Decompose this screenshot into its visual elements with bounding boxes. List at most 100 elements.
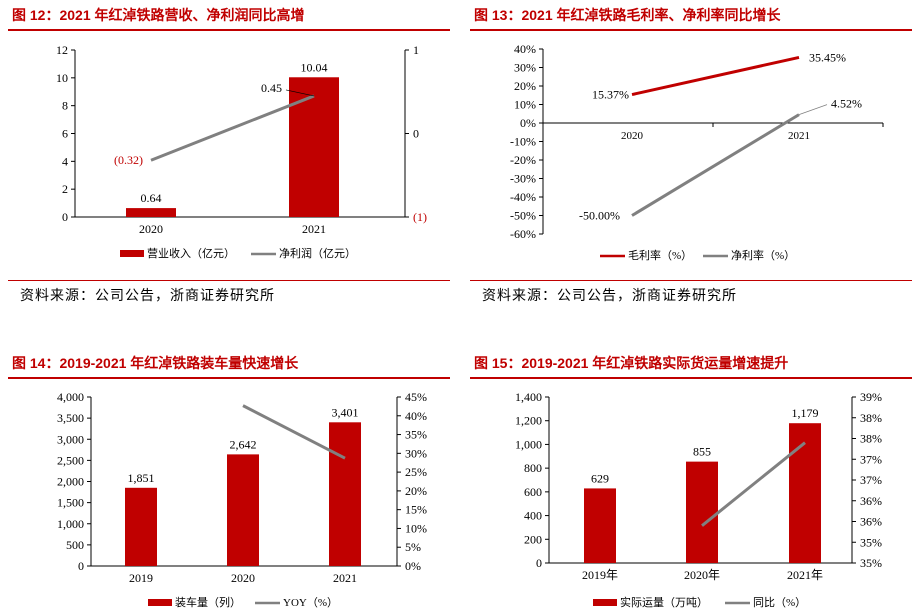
x-tick-label: 2020年 — [684, 568, 720, 582]
yoy-line — [701, 441, 806, 527]
x-tick-label: 2019年 — [582, 568, 618, 582]
bar — [789, 423, 821, 563]
left-axis-tick-label: 2,500 — [57, 453, 84, 467]
right-axis-tick-label: 35% — [860, 535, 882, 549]
right-axis-tick-label: 30% — [405, 446, 427, 460]
right-axis-tick-label: 10% — [405, 521, 427, 535]
x-tick-label: 2021年 — [787, 568, 823, 582]
figure-12-title-rule — [8, 29, 450, 31]
gross-margin-line — [631, 55, 800, 97]
bar-data-label: 1,179 — [792, 406, 819, 420]
right-axis-tick-label: 37% — [860, 452, 882, 466]
figure-14-chart: 0 500 1,000 1,500 2,000 2,500 3,000 3,500 4,000 0… — [57, 390, 427, 609]
bar — [289, 77, 339, 217]
figure-12-source-rule — [8, 280, 450, 281]
figure-15-chart: 0 200 400 600 800 1,000 1,200 1,400 35% 35% 36% 36%… — [515, 390, 882, 609]
right-axis-tick-label: 35% — [860, 556, 882, 570]
figure-13-source: 资料来源：公司公告，浙商证券研究所 — [482, 288, 737, 304]
figure-14-title-rule — [8, 377, 450, 379]
yoy-line — [242, 404, 346, 460]
label-leader-line — [285, 89, 315, 97]
left-axis-tick-label: 1,500 — [57, 496, 84, 510]
figure-12-chart: 0 2 4 6 8 10 12 (1) 0 1 0.64 2020 10.04 2021 (0.32) 0.4… — [56, 43, 427, 260]
x-tick-label: 2021 — [333, 571, 357, 585]
left-axis-tick-label: 1,000 — [515, 437, 542, 451]
figure-15-title-rule — [470, 377, 912, 379]
left-axis-tick-label: -10% — [510, 135, 536, 149]
legend-bar-swatch — [593, 599, 617, 606]
x-tick-label: 2019 — [129, 571, 153, 585]
left-axis-tick-label: 1,000 — [57, 517, 84, 531]
right-axis-tick-label: 0% — [405, 559, 421, 573]
right-axis-tick-label: 37% — [860, 473, 882, 487]
figure-13-title: 图 13：2021 年红淖铁路毛利率、净利率同比增长 — [474, 7, 781, 23]
line-data-label: -50.00% — [579, 209, 620, 223]
bar-data-label: 0.64 — [141, 191, 162, 205]
left-axis-tick-label: 40% — [514, 42, 536, 56]
x-tick-label: 2020 — [231, 571, 255, 585]
figure-12-source: 资料来源：公司公告，浙商证券研究所 — [20, 288, 275, 304]
left-axis-tick-label: -20% — [510, 153, 536, 167]
left-axis-tick-label: 8 — [62, 99, 68, 113]
left-axis-tick-label: 2 — [62, 182, 68, 196]
bar-data-label: 3,401 — [332, 405, 359, 419]
left-axis-tick-label: 500 — [66, 538, 84, 552]
x-tick-label: 2021 — [302, 222, 326, 236]
left-axis-tick-label: 400 — [524, 509, 542, 523]
figure-13: 图 13：2021 年红淖铁路毛利率、净利率同比增长 -60% -50% -40% -… — [470, 0, 912, 310]
bar — [686, 461, 718, 563]
left-axis-tick-label: 3,500 — [57, 411, 84, 425]
legend-label: 毛利率（%） — [628, 248, 692, 262]
right-axis-tick-label: 39% — [860, 390, 882, 404]
figure-12: 图 12：2021 年红淖铁路营收、净利润同比高增 0 2 4 6 8 10 12 (1) 0 1… — [8, 0, 450, 310]
left-axis-tick-label: 0 — [536, 556, 542, 570]
bar-data-label: 629 — [591, 471, 609, 485]
left-axis-tick-label: 200 — [524, 532, 542, 546]
left-axis-tick-label: 0 — [62, 210, 68, 224]
net-margin-line — [631, 113, 800, 217]
legend-label: 实际运量（万吨） — [620, 595, 708, 609]
right-axis-tick-label: 38% — [860, 432, 882, 446]
left-axis-tick-label: 4 — [62, 154, 68, 168]
left-axis-tick-label: 10% — [514, 98, 536, 112]
right-axis-tick-label: 25% — [405, 465, 427, 479]
right-axis-tick-label: 38% — [860, 411, 882, 425]
bar-data-label: 10.04 — [301, 60, 328, 74]
left-axis-tick-label: 10 — [56, 71, 68, 85]
bar — [126, 208, 176, 217]
figure-13-title-rule — [470, 29, 912, 31]
left-axis-tick-label: -60% — [510, 227, 536, 241]
right-axis-tick-label: 35% — [405, 428, 427, 442]
left-axis-tick-label: 1,200 — [515, 414, 542, 428]
line-data-label: 4.52% — [831, 97, 862, 111]
left-axis-tick-label: -30% — [510, 172, 536, 186]
left-axis-tick-label: -40% — [510, 190, 536, 204]
left-axis-tick-label: 1,400 — [515, 390, 542, 404]
figure-14-title: 图 14：2019-2021 年红淖铁路装车量快速增长 — [12, 355, 299, 371]
net-profit-line — [150, 94, 315, 162]
bar — [227, 454, 259, 566]
legend-label: 净利润（亿元） — [279, 246, 356, 260]
label-leader-line — [798, 104, 828, 116]
right-axis-tick-label: (1) — [413, 210, 427, 224]
figure-13-source-rule — [470, 280, 912, 281]
bar-data-label: 2,642 — [230, 437, 257, 451]
right-axis-tick-label: 20% — [405, 484, 427, 498]
left-axis-tick-label: 12 — [56, 43, 68, 57]
x-tick-label: 2021 — [788, 130, 810, 142]
left-axis-tick-label: 800 — [524, 461, 542, 475]
bar — [584, 488, 616, 563]
left-axis-tick-label: 600 — [524, 485, 542, 499]
line-data-label: 0.45 — [261, 81, 282, 95]
figure-12-title: 图 12：2021 年红淖铁路营收、净利润同比高增 — [12, 7, 305, 23]
line-data-label: 15.37% — [592, 88, 629, 102]
right-axis-tick-label: 36% — [860, 515, 882, 529]
left-axis-tick-label: 0 — [78, 559, 84, 573]
right-axis-tick-label: 0 — [413, 127, 419, 141]
left-axis-tick-label: 0% — [520, 116, 536, 130]
figure-13-chart: -60% -50% -40% -30% -20% -10% 0% 10% 20% 30% 40% 20… — [510, 42, 884, 262]
left-axis-tick-label: 4,000 — [57, 390, 84, 404]
x-tick-label: 2020 — [139, 222, 163, 236]
right-axis-tick-label: 15% — [405, 503, 427, 517]
left-axis-tick-label: 30% — [514, 61, 536, 75]
